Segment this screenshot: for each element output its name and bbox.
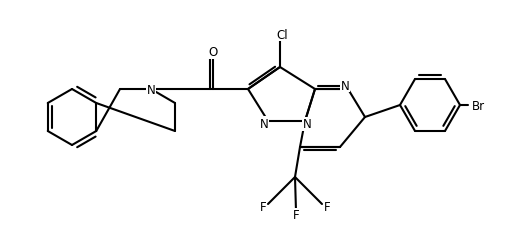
Text: F: F [260, 201, 266, 214]
Text: N: N [341, 79, 349, 92]
Text: Br: Br [472, 99, 485, 112]
Text: O: O [208, 46, 218, 59]
Text: F: F [323, 201, 331, 214]
Text: F: F [293, 209, 299, 221]
Text: Cl: Cl [276, 28, 288, 41]
Text: N: N [260, 117, 268, 130]
Text: N: N [147, 83, 155, 96]
Text: N: N [303, 118, 311, 131]
